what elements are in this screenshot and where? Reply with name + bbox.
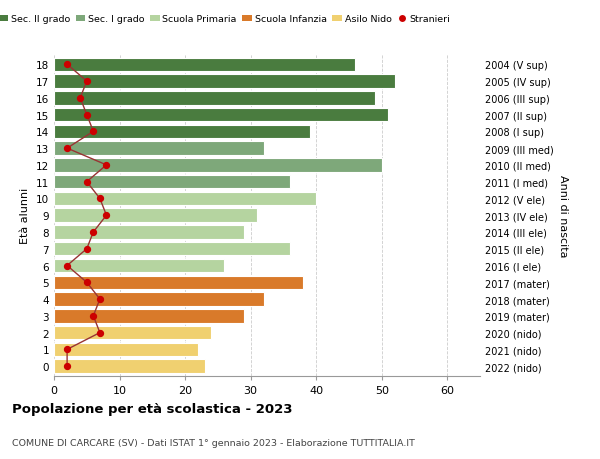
Bar [54,109,388,122]
Bar [54,293,264,306]
Point [62,262,72,269]
Point [89,313,98,320]
Point [62,62,72,69]
Text: COMUNE DI CARCARE (SV) - Dati ISTAT 1° gennaio 2023 - Elaborazione TUTTITALIA.IT: COMUNE DI CARCARE (SV) - Dati ISTAT 1° g… [12,438,415,448]
Bar [54,276,303,289]
Bar [54,192,316,206]
Bar [54,226,244,239]
Bar [54,75,395,89]
Bar [54,343,198,356]
Y-axis label: Anni di nascita: Anni di nascita [557,174,568,257]
Point [62,363,72,370]
Text: Popolazione per età scolastica - 2023: Popolazione per età scolastica - 2023 [12,403,293,415]
Bar [54,326,211,340]
Point [89,229,98,236]
Bar [54,209,257,223]
Bar [54,159,382,172]
Bar [54,309,244,323]
Point [101,212,111,219]
Bar [54,125,310,139]
Point [89,129,98,136]
Bar [54,58,355,72]
Point [95,196,104,203]
Point [82,78,92,85]
Bar [54,92,375,105]
Point [82,246,92,253]
Point [101,162,111,169]
Point [62,346,72,353]
Bar [54,175,290,189]
Y-axis label: Età alunni: Età alunni [20,188,31,244]
Legend: Sec. II grado, Sec. I grado, Scuola Primaria, Scuola Infanzia, Asilo Nido, Stran: Sec. II grado, Sec. I grado, Scuola Prim… [0,11,454,28]
Point [95,329,104,336]
Point [62,145,72,152]
Point [76,95,85,102]
Bar [54,242,290,256]
Bar [54,360,205,373]
Point [82,279,92,286]
Point [95,296,104,303]
Bar [54,142,264,156]
Point [82,179,92,186]
Bar [54,259,224,273]
Point [82,112,92,119]
